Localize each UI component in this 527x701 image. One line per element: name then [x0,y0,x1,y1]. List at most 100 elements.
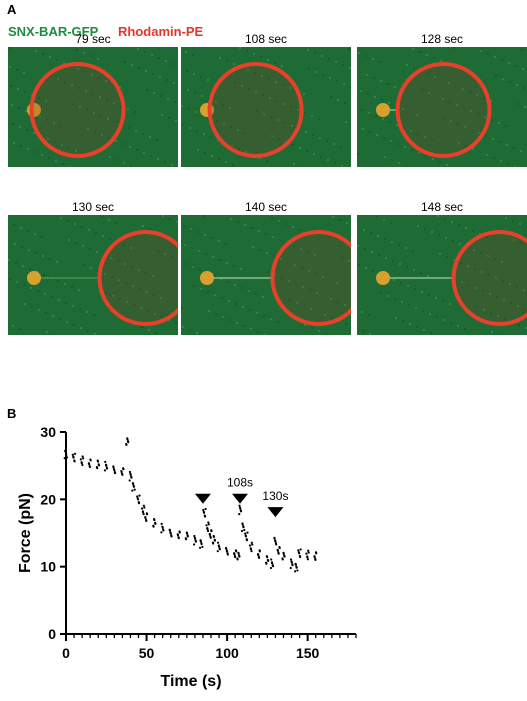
noise-speck [64,81,66,83]
noise-speck [270,318,272,320]
noise-speck [51,296,53,298]
noise-speck [419,51,421,53]
noise-speck [197,231,199,233]
noise-speck [374,96,376,98]
data-point [281,557,284,560]
noise-speck [162,215,164,217]
noise-speck [266,160,268,162]
noise-speck [367,93,369,95]
vesicle [97,230,178,326]
noise-speck [55,160,57,162]
noise-speck [267,59,269,61]
noise-speck [122,143,124,145]
noise-speck [342,64,344,66]
noise-speck [369,333,371,335]
noise-speck [226,60,228,62]
noise-speck [41,154,43,156]
data-point [289,558,293,561]
noise-speck [226,262,228,264]
noise-speck [69,166,71,167]
noise-speck [490,312,492,314]
bead [200,271,214,285]
noise-speck [398,162,400,164]
noise-speck [458,224,460,226]
noise-speck [119,86,121,88]
data-point [258,549,261,552]
noise-speck [87,128,89,130]
noise-speck [324,314,326,316]
noise-speck [519,223,521,225]
noise-speck [72,305,74,307]
vesicle [29,62,126,158]
noise-speck [60,125,62,127]
noise-speck [320,156,322,158]
noise-speck [14,243,16,245]
noise-speck [233,265,235,267]
noise-speck [207,79,209,81]
data-point [297,549,300,552]
noise-speck [108,219,110,221]
noise-speck [182,124,184,126]
noise-speck [424,136,426,138]
noise-speck [337,301,339,303]
noise-speck [431,139,433,141]
noise-speck [523,289,525,291]
x-tick-label: 100 [215,645,239,661]
data-point [307,551,310,554]
noise-speck [211,237,213,239]
data-point [138,494,141,497]
noise-speck [281,65,283,67]
noise-speck [96,251,98,253]
data-point [207,521,210,524]
data-point [73,452,77,455]
microscopy-frame: 79 sec [8,32,178,167]
data-point [233,554,237,558]
noise-speck [152,275,154,277]
noise-speck [94,333,96,335]
noise-speck [196,130,198,132]
noise-speck [138,269,140,271]
panel-b-letter: B [7,406,17,421]
data-point [239,509,242,512]
noise-speck [67,220,69,222]
frame-time-label: 148 sec [420,200,464,214]
noise-speck [470,110,472,112]
noise-speck [405,165,407,167]
noise-speck [372,58,374,60]
noise-speck [376,216,378,218]
noise-speck [109,156,111,158]
noise-speck [58,299,60,301]
noise-speck [345,121,347,123]
noise-speck [290,106,292,108]
noise-speck [421,89,423,91]
data-point [87,462,90,465]
data-point [198,546,202,549]
noise-speck [66,321,68,323]
noise-speck [204,152,206,154]
vesicle [395,62,492,158]
noise-speck [297,109,299,111]
noise-speck [212,256,214,258]
noise-speck [263,315,265,317]
data-point [218,547,221,550]
noise-speck [185,51,187,53]
data-point [295,565,298,568]
noise-speck [244,132,246,134]
noise-speck [216,120,218,122]
noise-speck [455,85,457,87]
noise-speck [291,125,293,127]
noise-speck [384,156,386,158]
noise-speck [47,138,49,140]
noise-speck [416,326,418,328]
noise-speck [236,322,238,324]
noise-speck [274,62,276,64]
noise-speck [476,306,478,308]
noise-speck [174,101,176,103]
noise-speck [155,332,157,334]
data-point [244,532,247,535]
microscopy-frame: 108 sec [181,32,351,167]
data-point [177,536,180,539]
noise-speck [54,141,56,143]
noise-speck [424,228,426,230]
data-point [72,455,75,458]
